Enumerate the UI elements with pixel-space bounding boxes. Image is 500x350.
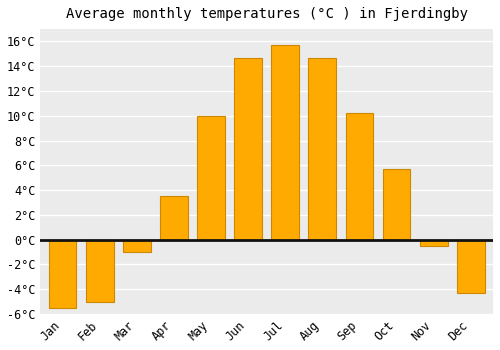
Bar [197, 116, 225, 240]
Bar [123, 240, 150, 252]
Bar [272, 45, 299, 240]
Bar [48, 240, 76, 308]
Bar [420, 240, 448, 246]
Bar [457, 240, 484, 293]
Bar [86, 240, 114, 301]
Bar [234, 57, 262, 240]
Bar [160, 196, 188, 240]
Title: Average monthly temperatures (°C ) in Fjerdingby: Average monthly temperatures (°C ) in Fj… [66, 7, 468, 21]
Bar [308, 57, 336, 240]
Bar [346, 113, 374, 240]
Bar [382, 169, 410, 240]
